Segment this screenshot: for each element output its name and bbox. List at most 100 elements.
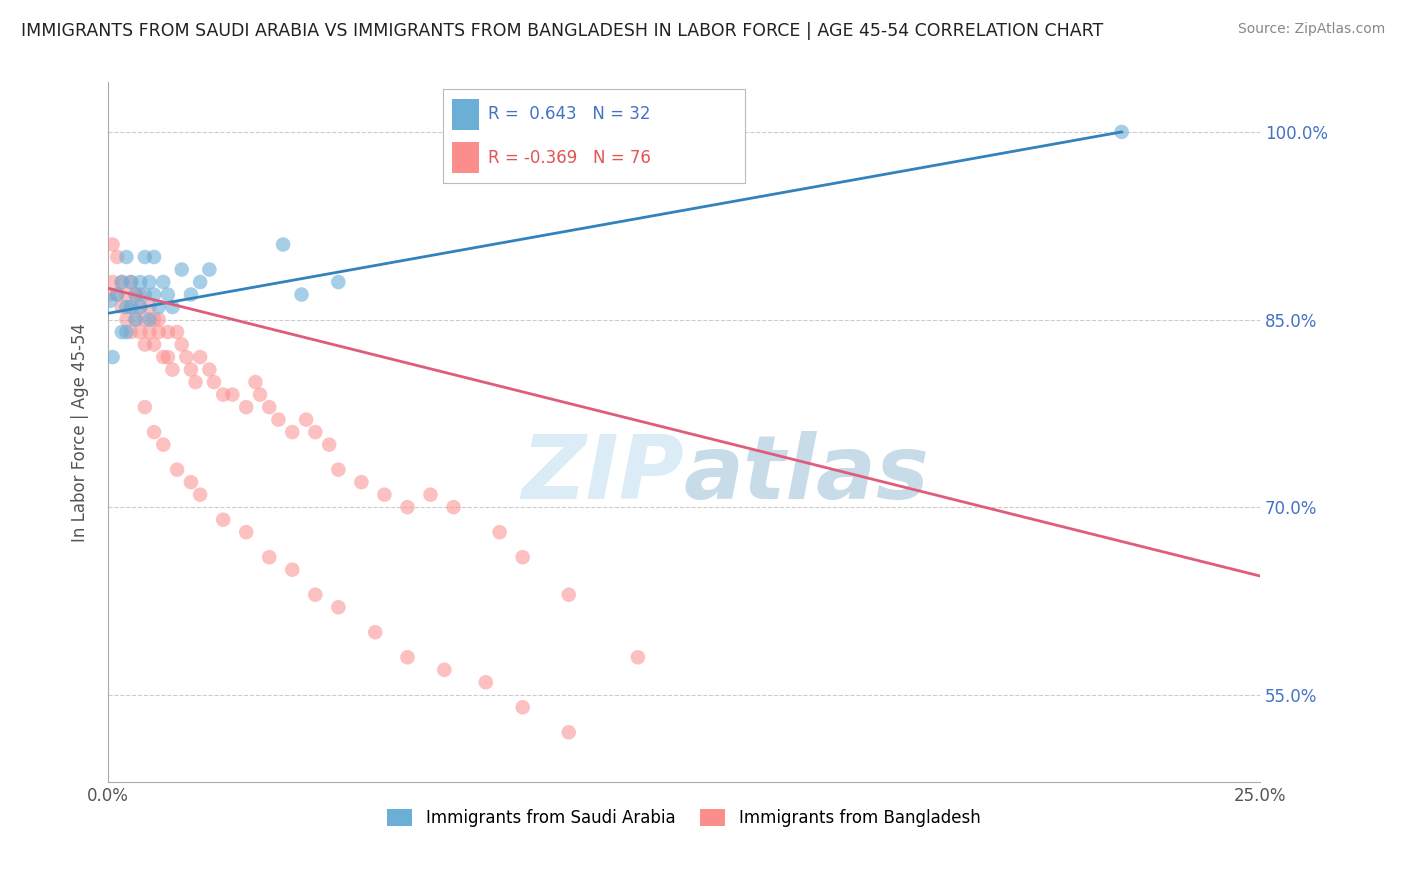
- Point: [143, 337, 166, 351]
- Point: [304, 425, 326, 439]
- Text: ZIP: ZIP: [522, 431, 683, 517]
- Point: [120, 300, 142, 314]
- Text: atlas: atlas: [683, 431, 929, 517]
- Point: [396, 650, 419, 665]
- Point: [162, 300, 184, 314]
- Point: [304, 588, 326, 602]
- Point: [138, 325, 160, 339]
- Point: [162, 362, 184, 376]
- Point: [180, 287, 202, 301]
- Point: [115, 300, 138, 314]
- Point: [134, 250, 156, 264]
- Point: [627, 650, 650, 665]
- Point: [138, 300, 160, 314]
- Point: [134, 400, 156, 414]
- Point: [221, 387, 243, 401]
- Point: [1111, 125, 1133, 139]
- Point: [101, 275, 124, 289]
- Point: [166, 325, 188, 339]
- Point: [350, 475, 373, 490]
- Point: [328, 600, 350, 615]
- Point: [134, 287, 156, 301]
- Point: [111, 300, 134, 314]
- Point: [259, 400, 281, 414]
- Point: [152, 350, 174, 364]
- Point: [170, 337, 193, 351]
- Point: [235, 525, 257, 540]
- Point: [143, 425, 166, 439]
- Point: [202, 375, 225, 389]
- Point: [120, 325, 142, 339]
- Point: [129, 325, 152, 339]
- Point: [156, 350, 179, 364]
- Point: [475, 675, 498, 690]
- Point: [105, 250, 128, 264]
- Point: [156, 325, 179, 339]
- Point: [259, 550, 281, 565]
- Point: [180, 475, 202, 490]
- Point: [148, 312, 170, 326]
- Text: R = -0.369   N = 76: R = -0.369 N = 76: [488, 149, 651, 167]
- Point: [115, 312, 138, 326]
- Point: [419, 488, 441, 502]
- Point: [176, 350, 198, 364]
- Point: [143, 312, 166, 326]
- Point: [111, 325, 134, 339]
- Point: [98, 293, 121, 308]
- Point: [443, 500, 465, 515]
- Point: [129, 275, 152, 289]
- Point: [111, 275, 134, 289]
- Point: [148, 300, 170, 314]
- Point: [101, 350, 124, 364]
- Point: [138, 275, 160, 289]
- Point: [105, 287, 128, 301]
- Point: [558, 725, 581, 739]
- Point: [512, 550, 534, 565]
- Text: IMMIGRANTS FROM SAUDI ARABIA VS IMMIGRANTS FROM BANGLADESH IN LABOR FORCE | AGE : IMMIGRANTS FROM SAUDI ARABIA VS IMMIGRAN…: [21, 22, 1104, 40]
- Point: [115, 287, 138, 301]
- Point: [124, 312, 146, 326]
- Point: [188, 488, 211, 502]
- Point: [143, 287, 166, 301]
- Point: [129, 300, 152, 314]
- Point: [120, 275, 142, 289]
- Point: [124, 312, 146, 326]
- Point: [180, 362, 202, 376]
- Point: [170, 262, 193, 277]
- Point: [290, 287, 312, 301]
- Point: [105, 287, 128, 301]
- Bar: [451, 98, 479, 130]
- Point: [188, 350, 211, 364]
- Bar: [451, 142, 479, 173]
- Point: [129, 287, 152, 301]
- Point: [156, 287, 179, 301]
- Point: [212, 387, 235, 401]
- Text: Source: ZipAtlas.com: Source: ZipAtlas.com: [1237, 22, 1385, 37]
- Point: [111, 275, 134, 289]
- Point: [281, 425, 304, 439]
- Y-axis label: In Labor Force | Age 45-54: In Labor Force | Age 45-54: [72, 323, 89, 541]
- Point: [120, 300, 142, 314]
- Point: [373, 488, 395, 502]
- Point: [115, 250, 138, 264]
- Point: [318, 437, 340, 451]
- Point: [124, 287, 146, 301]
- Point: [152, 275, 174, 289]
- Point: [129, 300, 152, 314]
- Point: [267, 412, 290, 426]
- Point: [245, 375, 267, 389]
- Point: [101, 237, 124, 252]
- Point: [281, 563, 304, 577]
- Point: [138, 312, 160, 326]
- Point: [249, 387, 271, 401]
- Point: [512, 700, 534, 714]
- Point: [396, 500, 419, 515]
- Point: [433, 663, 456, 677]
- Point: [271, 237, 294, 252]
- Point: [152, 437, 174, 451]
- Point: [295, 412, 318, 426]
- Point: [212, 513, 235, 527]
- Point: [184, 375, 207, 389]
- Point: [120, 275, 142, 289]
- Point: [364, 625, 387, 640]
